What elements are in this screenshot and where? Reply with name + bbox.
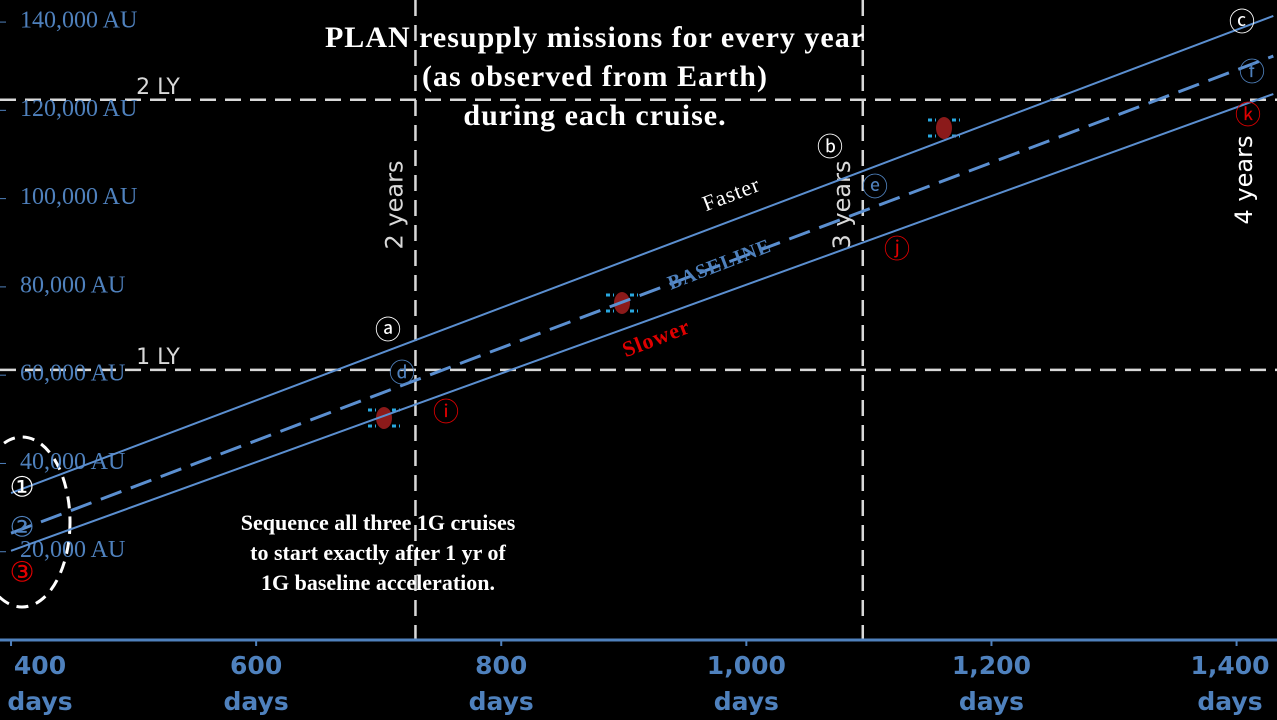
reference-label: 3 years bbox=[828, 161, 856, 250]
x-tick-label: 1,000 days bbox=[706, 651, 786, 716]
start-circle bbox=[0, 435, 72, 609]
chart-title: PLAN resupply missions for every year (as… bbox=[325, 21, 865, 132]
marker-label: ⓙ bbox=[884, 235, 910, 264]
reference-label: 1 LY bbox=[136, 345, 180, 370]
marker-label: ⓚ bbox=[1235, 101, 1261, 130]
annotation: Sequence all three 1G cruises to start ex… bbox=[241, 510, 516, 595]
marker-label: ② bbox=[9, 512, 34, 543]
x-tick-label: 600 days bbox=[223, 651, 289, 716]
y-tick-label: 100,000 AU bbox=[20, 184, 137, 210]
marker-label: ⓑ bbox=[817, 133, 843, 162]
y-tick-label: 120,000 AU bbox=[20, 96, 137, 122]
marker-label: ③ bbox=[9, 557, 34, 588]
series-label: BASELINE bbox=[665, 235, 775, 295]
marker-label: ⓓ bbox=[389, 359, 415, 388]
series-label: Faster bbox=[699, 171, 764, 216]
ship bbox=[368, 407, 400, 429]
x-tick-label: 1,400 days bbox=[1190, 651, 1270, 716]
marker-label: ⓔ bbox=[862, 173, 888, 202]
series-line bbox=[10, 14, 1274, 494]
series-line bbox=[10, 54, 1274, 535]
annotation: 4 years bbox=[1230, 136, 1258, 225]
series-label: Slower bbox=[619, 313, 694, 362]
ships bbox=[368, 117, 960, 429]
marker-label: ⓘ bbox=[433, 398, 459, 427]
y-tick-label: 80,000 AU bbox=[20, 272, 125, 298]
x-tick-label: 1,200 days bbox=[951, 651, 1031, 716]
y-tick-label: 60,000 AU bbox=[20, 361, 125, 387]
x-tick-label: 800 days bbox=[468, 651, 534, 716]
x-tick-label: 400 days bbox=[7, 651, 73, 716]
y-tick-label: 140,000 AU bbox=[20, 8, 137, 34]
y-tick-label: 40,000 AU bbox=[20, 449, 125, 475]
series-line bbox=[10, 93, 1274, 552]
marker-label: ① bbox=[9, 472, 34, 503]
reference-label: 2 LY bbox=[136, 75, 180, 100]
marker-label: ⓕ bbox=[1239, 58, 1265, 87]
marker-label: ⓒ bbox=[1229, 8, 1255, 37]
marker-label: ⓐ bbox=[375, 316, 401, 345]
reference-label: 2 years bbox=[380, 161, 408, 250]
ship bbox=[928, 117, 960, 139]
